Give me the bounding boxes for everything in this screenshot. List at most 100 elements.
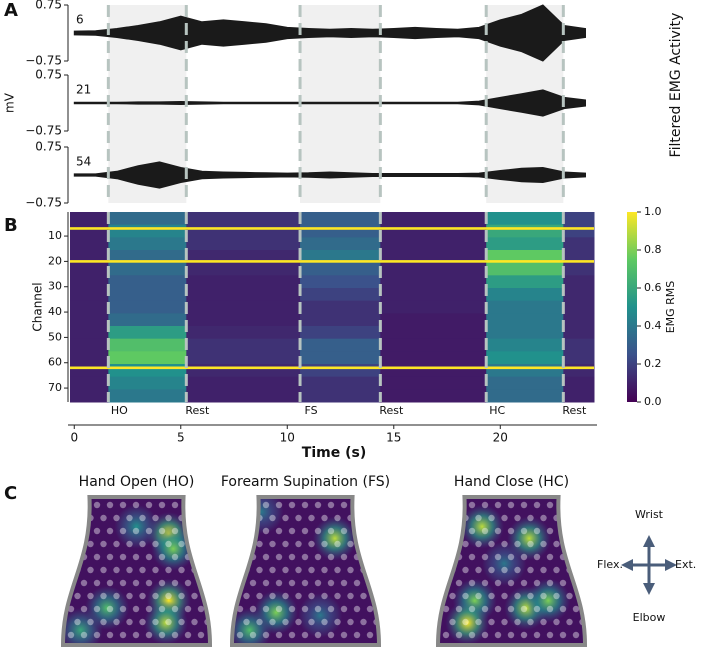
electrode xyxy=(269,592,276,600)
electrode xyxy=(540,618,547,626)
electrode xyxy=(533,527,541,535)
electrode xyxy=(119,501,127,509)
heat-cell xyxy=(108,364,187,378)
electrode xyxy=(178,566,185,574)
electrode xyxy=(314,553,322,561)
electrode xyxy=(468,631,476,639)
electrode xyxy=(282,514,289,522)
electrode xyxy=(321,592,328,600)
electrode xyxy=(468,501,476,509)
electrode xyxy=(204,566,210,574)
electrode xyxy=(488,618,495,626)
electrode xyxy=(540,540,547,548)
heat-cell xyxy=(70,338,109,352)
electrode xyxy=(80,631,88,639)
y-tick-label: 70 xyxy=(48,381,62,394)
electrode xyxy=(533,501,541,509)
electrode xyxy=(80,605,88,613)
electrode xyxy=(256,566,263,574)
electrode xyxy=(455,605,463,613)
electrode xyxy=(67,631,75,639)
electrode xyxy=(256,592,263,600)
electrode xyxy=(494,553,502,561)
electrode xyxy=(262,501,270,509)
x-tick-label: 0 xyxy=(70,431,78,445)
hotspot xyxy=(298,593,343,638)
electrode xyxy=(353,605,361,613)
electrode xyxy=(308,540,315,548)
electrode xyxy=(158,501,166,509)
electrode xyxy=(184,579,192,587)
heat-cell xyxy=(486,326,564,340)
heat-cell xyxy=(108,262,187,276)
event-label: FS xyxy=(304,404,317,417)
electrode xyxy=(80,501,88,509)
electrode xyxy=(314,579,322,587)
electrode xyxy=(481,605,489,613)
electrode xyxy=(269,566,276,574)
electrode xyxy=(468,605,476,613)
heat-cell xyxy=(108,313,187,327)
electrode xyxy=(321,566,328,574)
electrode xyxy=(119,553,127,561)
heat-cell xyxy=(486,389,564,403)
electrode xyxy=(269,618,276,626)
map-outline xyxy=(229,495,382,647)
map-title: Forearm Supination (FS) xyxy=(221,474,390,490)
electrode xyxy=(262,605,270,613)
electrode xyxy=(579,566,585,574)
heat-cell xyxy=(563,326,595,340)
electrode xyxy=(327,631,335,639)
electrode xyxy=(373,540,379,548)
electrode xyxy=(566,618,573,626)
electrode xyxy=(275,501,283,509)
electrode xyxy=(494,605,502,613)
electrode xyxy=(243,618,250,626)
hotspot xyxy=(482,541,527,586)
electrode xyxy=(282,592,289,600)
compass-label: Elbow xyxy=(633,611,666,624)
heat-cell xyxy=(563,376,595,390)
y-tick-label: 10 xyxy=(48,229,62,242)
heat-cell xyxy=(300,338,381,352)
y-tick-label: −0.75 xyxy=(25,124,62,138)
electrode xyxy=(462,592,469,600)
electrode xyxy=(514,618,521,626)
electrode xyxy=(488,540,495,548)
electrode xyxy=(520,501,528,509)
heat-cell xyxy=(300,224,381,238)
heat-cell xyxy=(186,351,301,365)
electrode xyxy=(527,592,534,600)
electrode xyxy=(520,605,528,613)
electrode xyxy=(106,553,114,561)
electrode xyxy=(295,540,302,548)
electrode xyxy=(494,501,502,509)
electrode xyxy=(360,592,367,600)
electrode xyxy=(158,631,166,639)
electrode xyxy=(243,514,250,522)
electrode xyxy=(119,631,127,639)
electrode xyxy=(145,631,153,639)
electrode xyxy=(327,527,335,535)
y-axis-label: mV xyxy=(3,92,17,113)
electrode xyxy=(295,514,302,522)
electrode xyxy=(520,579,528,587)
electrode xyxy=(449,514,456,522)
electrode xyxy=(93,631,101,639)
electrode xyxy=(327,579,335,587)
electrode xyxy=(165,592,172,600)
electrode xyxy=(204,514,210,522)
electrode xyxy=(475,566,482,574)
electrode xyxy=(321,618,328,626)
electrode xyxy=(243,540,250,548)
electrode xyxy=(301,553,309,561)
electrode xyxy=(366,553,374,561)
heat-cell xyxy=(563,275,595,289)
heat-cell xyxy=(186,288,301,302)
electrode xyxy=(119,605,127,613)
electrode xyxy=(494,579,502,587)
electrode xyxy=(340,605,348,613)
hotspot xyxy=(63,608,103,645)
electrode xyxy=(540,592,547,600)
